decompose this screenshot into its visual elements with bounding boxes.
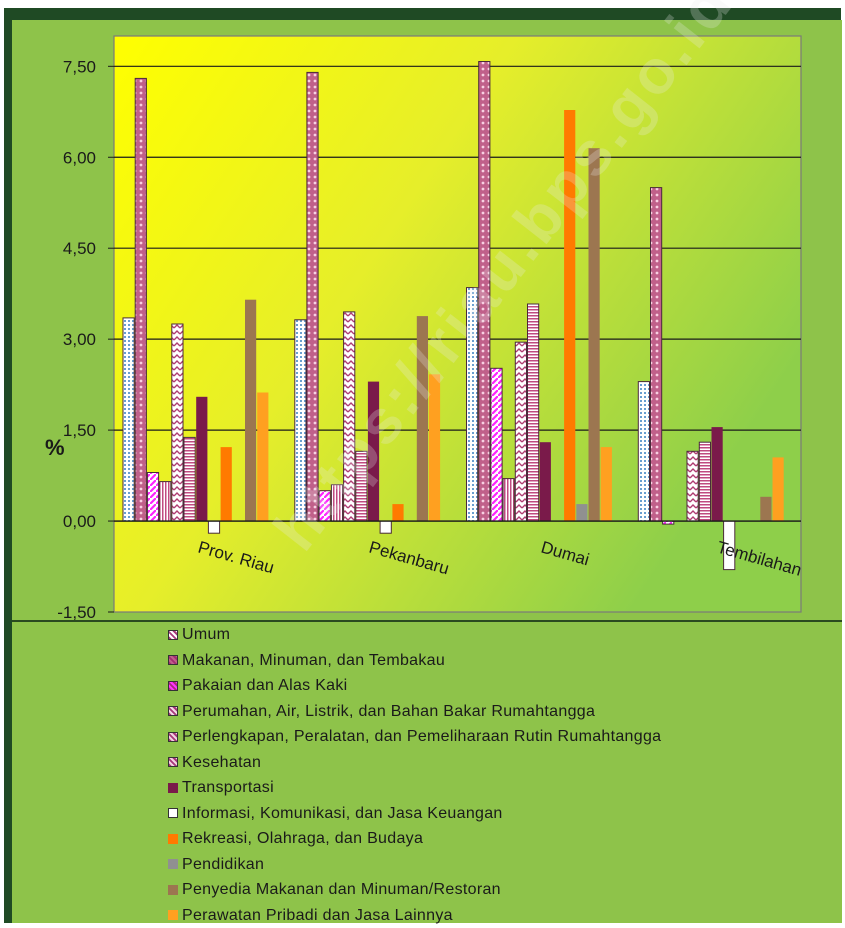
- bar: [135, 78, 146, 521]
- bar: [123, 318, 134, 521]
- legend-item: Kesehatan: [168, 750, 808, 776]
- y-tick-label: 3,00: [63, 330, 96, 349]
- legend-item: Umum: [168, 622, 808, 648]
- bar: [503, 479, 514, 521]
- y-axis-label: %: [45, 435, 65, 460]
- legend-item: Rekreasi, Olahraga, dan Budaya: [168, 826, 808, 852]
- y-tick-label: 4,50: [63, 239, 96, 258]
- legend-label: Perawatan Pribadi dan Jasa Lainnya: [182, 903, 453, 928]
- legend-label: Informasi, Komunikasi, dan Jasa Keuangan: [182, 801, 503, 827]
- legend-label: Umum: [182, 622, 230, 648]
- legend-swatch: [168, 757, 178, 767]
- bar: [245, 300, 256, 521]
- bar: [687, 451, 698, 521]
- bar: [221, 447, 232, 521]
- legend-swatch: [168, 630, 178, 640]
- bar: [760, 497, 771, 521]
- bar: [651, 188, 662, 521]
- legend-label: Penyedia Makanan dan Minuman/Restoran: [182, 877, 501, 903]
- legend-swatch: [168, 681, 178, 691]
- legend-label: Pakaian dan Alas Kaki: [182, 673, 348, 699]
- legend-label: Kesehatan: [182, 750, 261, 776]
- legend-swatch: [168, 859, 178, 869]
- legend-swatch: [168, 910, 178, 920]
- legend-item: Makanan, Minuman, dan Tembakau: [168, 648, 808, 674]
- bar: [712, 427, 723, 521]
- bar: [208, 521, 219, 533]
- y-tick-label: 6,00: [63, 148, 96, 167]
- legend-swatch: [168, 808, 178, 818]
- y-tick-label: 1,50: [63, 421, 96, 440]
- legend-label: Perumahan, Air, Listrik, dan Bahan Bakar…: [182, 699, 595, 725]
- bar: [147, 473, 158, 522]
- legend-swatch: [168, 834, 178, 844]
- bar: [540, 442, 551, 521]
- bar: [172, 324, 183, 521]
- bar: [528, 304, 539, 521]
- legend-item: Perlengkapan, Peralatan, dan Pemeliharaa…: [168, 724, 808, 750]
- legend-item: Informasi, Komunikasi, dan Jasa Keuangan: [168, 801, 808, 827]
- legend-label: Transportasi: [182, 775, 274, 801]
- bar: [699, 442, 710, 521]
- bar: [380, 521, 391, 533]
- legend-item: Perawatan Pribadi dan Jasa Lainnya: [168, 903, 808, 928]
- y-tick-labels: -1,50 0,00 1,50 3,00 4,50 6,00 7,50: [57, 57, 114, 622]
- bar: [601, 447, 612, 521]
- legend-item: Pakaian dan Alas Kaki: [168, 673, 808, 699]
- bar: [515, 342, 526, 521]
- legend-item: Transportasi: [168, 775, 808, 801]
- bar: [392, 504, 403, 521]
- legend-swatch: [168, 783, 178, 793]
- bar: [491, 368, 502, 521]
- legend-item: Pendidikan: [168, 852, 808, 878]
- legend-item: Penyedia Makanan dan Minuman/Restoran: [168, 877, 808, 903]
- legend-label: Makanan, Minuman, dan Tembakau: [182, 648, 445, 674]
- legend-swatch: [168, 732, 178, 742]
- bar: [257, 393, 268, 522]
- bar: [638, 382, 649, 521]
- y-tick-label: 7,50: [63, 57, 96, 76]
- legend-item: Perumahan, Air, Listrik, dan Bahan Bakar…: [168, 699, 808, 725]
- bar: [576, 504, 587, 521]
- legend-swatch: [168, 706, 178, 716]
- legend-label: Rekreasi, Olahraga, dan Budaya: [182, 826, 423, 852]
- bar: [184, 437, 195, 521]
- legend-label: Perlengkapan, Peralatan, dan Pemeliharaa…: [182, 724, 661, 750]
- y-tick-label: 0,00: [63, 512, 96, 531]
- y-tick-label: -1,50: [57, 603, 96, 622]
- bar: [196, 397, 207, 521]
- legend-label: Pendidikan: [182, 852, 264, 878]
- legend-swatch: [168, 885, 178, 895]
- bar: [773, 457, 784, 521]
- legend-swatch: [168, 655, 178, 665]
- bar: [160, 482, 171, 521]
